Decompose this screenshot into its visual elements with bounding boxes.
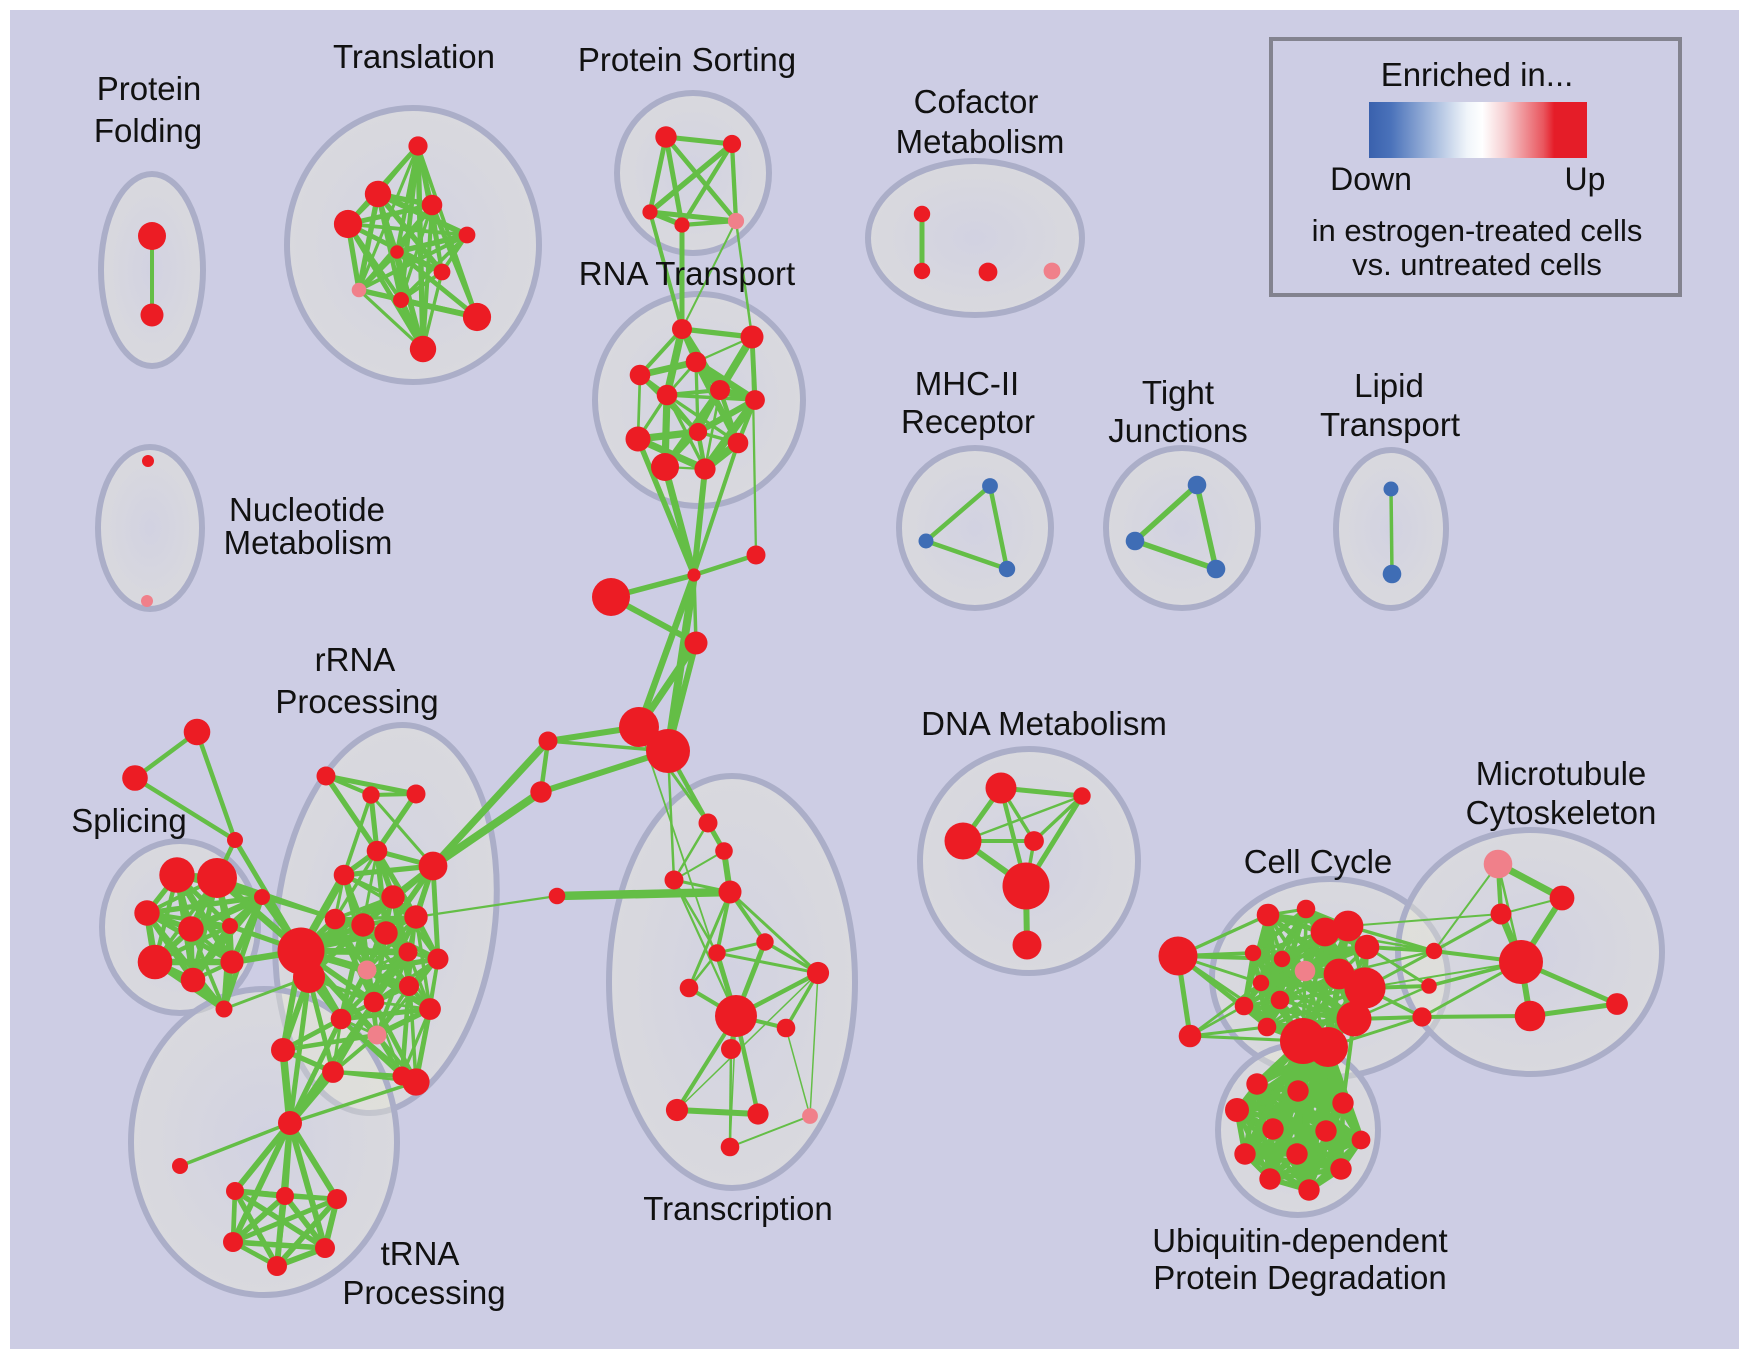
svg-text:rRNA: rRNA bbox=[315, 641, 396, 678]
svg-text:Processing: Processing bbox=[275, 683, 438, 720]
svg-text:Metabolism: Metabolism bbox=[224, 524, 393, 561]
svg-text:Up: Up bbox=[1565, 161, 1606, 197]
svg-text:Protein Sorting: Protein Sorting bbox=[578, 41, 796, 78]
svg-text:Protein: Protein bbox=[97, 70, 202, 107]
svg-text:Enriched in...: Enriched in... bbox=[1381, 56, 1574, 93]
svg-text:Metabolism: Metabolism bbox=[896, 123, 1065, 160]
svg-text:Down: Down bbox=[1330, 161, 1412, 197]
svg-text:Cell Cycle: Cell Cycle bbox=[1244, 843, 1393, 880]
svg-text:Transcription: Transcription bbox=[643, 1190, 833, 1227]
svg-text:Cofactor: Cofactor bbox=[914, 83, 1039, 120]
svg-text:Junctions: Junctions bbox=[1108, 412, 1247, 449]
svg-text:in estrogen-treated cells: in estrogen-treated cells bbox=[1312, 213, 1643, 248]
svg-text:RNA Transport: RNA Transport bbox=[579, 255, 795, 292]
svg-text:Folding: Folding bbox=[94, 112, 202, 149]
svg-text:DNA Metabolism: DNA Metabolism bbox=[921, 705, 1167, 742]
svg-text:Microtubule: Microtubule bbox=[1476, 755, 1647, 792]
svg-text:Splicing: Splicing bbox=[71, 802, 187, 839]
svg-text:Nucleotide: Nucleotide bbox=[229, 491, 385, 528]
svg-text:Ubiquitin-dependent: Ubiquitin-dependent bbox=[1152, 1222, 1447, 1259]
svg-text:MHC-II: MHC-II bbox=[915, 365, 1019, 402]
svg-text:Translation: Translation bbox=[333, 38, 495, 75]
svg-text:Protein Degradation: Protein Degradation bbox=[1153, 1259, 1447, 1296]
svg-text:tRNA: tRNA bbox=[381, 1235, 460, 1272]
svg-text:Receptor: Receptor bbox=[901, 403, 1035, 440]
svg-text:Tight: Tight bbox=[1142, 374, 1214, 411]
svg-text:Cytoskeleton: Cytoskeleton bbox=[1466, 794, 1657, 831]
svg-text:vs. untreated cells: vs. untreated cells bbox=[1352, 247, 1602, 282]
svg-text:Transport: Transport bbox=[1320, 406, 1460, 443]
svg-text:Processing: Processing bbox=[342, 1274, 505, 1311]
svg-text:Lipid: Lipid bbox=[1354, 367, 1424, 404]
